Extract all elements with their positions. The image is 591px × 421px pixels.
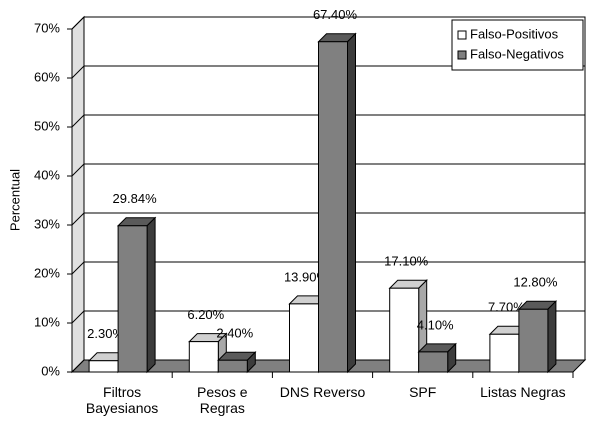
y-tick-label: 40% xyxy=(34,167,60,182)
y-tick-label: 50% xyxy=(34,118,60,133)
y-tick-label: 20% xyxy=(34,265,60,280)
bar xyxy=(518,308,549,373)
grid-line-side xyxy=(71,114,85,128)
bar xyxy=(217,359,248,373)
bar xyxy=(418,351,449,373)
value-label: 17.10% xyxy=(384,254,429,269)
y-tick-label: 0% xyxy=(41,363,60,378)
x-tick-label: Filtros Bayesianos xyxy=(85,384,159,416)
legend-label: Falso-Positivos xyxy=(470,26,559,41)
value-label: 7.70% xyxy=(488,300,525,315)
bar xyxy=(289,303,319,373)
y-tick-label: 60% xyxy=(34,69,60,84)
y-tick-label: 30% xyxy=(34,216,60,231)
value-label: 29.84% xyxy=(113,191,158,206)
legend-swatch xyxy=(457,30,467,40)
grid-line-side xyxy=(71,359,85,373)
grid-line-side xyxy=(71,310,85,324)
bar-side xyxy=(347,32,356,374)
grid-line-side xyxy=(71,261,85,275)
grid-line-side xyxy=(71,163,85,177)
y-axis-label: Percentual xyxy=(7,169,22,231)
bar xyxy=(88,360,119,373)
bar-side xyxy=(547,300,557,374)
bar-side xyxy=(146,216,156,374)
y-tick-label: 70% xyxy=(34,20,60,35)
bar xyxy=(318,41,348,373)
value-label: 2.40% xyxy=(216,326,253,341)
bar xyxy=(489,333,520,373)
value-label: 6.20% xyxy=(187,307,224,322)
x-tick-label: Pesos e Regras xyxy=(197,384,248,416)
x-tick-label: DNS Reverso xyxy=(279,384,366,400)
x-tick-label: SPF xyxy=(409,384,437,400)
x-tick-label: Listas Negras xyxy=(480,384,566,400)
legend-swatch xyxy=(457,50,467,60)
side-wall xyxy=(71,15,85,374)
value-label: 4.10% xyxy=(417,317,454,332)
legend-label: Falso-Negativos xyxy=(470,46,564,61)
value-label: 13.90% xyxy=(284,269,329,284)
value-label: 2.30% xyxy=(87,326,124,341)
grid-line-side xyxy=(71,212,85,226)
bar xyxy=(117,225,148,373)
value-label: 12.80% xyxy=(513,275,558,290)
grid-line-side xyxy=(71,65,85,79)
value-label: 67.40% xyxy=(313,7,358,22)
bar xyxy=(389,287,420,373)
bar xyxy=(188,341,219,373)
y-tick-label: 10% xyxy=(34,314,60,329)
grid-line-side xyxy=(71,16,85,30)
legend-box xyxy=(451,19,584,71)
